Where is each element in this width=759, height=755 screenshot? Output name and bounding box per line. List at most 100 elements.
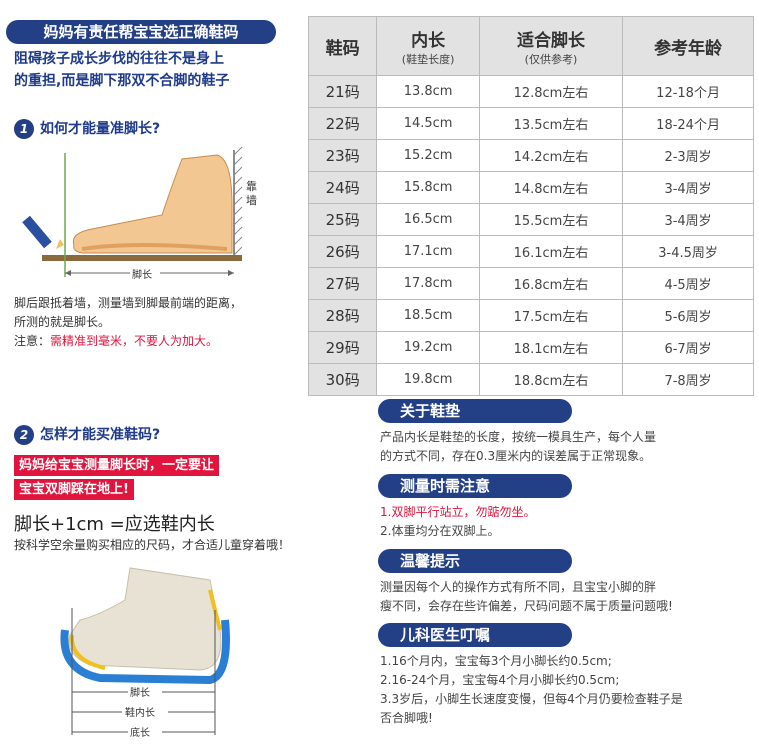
- insole-line-2: 的方式不同，存在0.3厘米内的误差属于正常现象。: [380, 449, 652, 463]
- header-text: (仅供参考): [524, 52, 578, 66]
- table-row: 29码 19.2cm 18.1cm左右 6-7周岁: [307, 331, 754, 364]
- cell-fit-foot: 18.8cm左右: [478, 363, 624, 396]
- red-warning-line-1: 妈妈给宝宝测量脚长时，一定要让: [14, 455, 220, 476]
- desc-line-1: 脚后跟抵着墙，测量墙到脚最前端的距离，: [14, 296, 243, 310]
- cell-size: 24码: [307, 171, 378, 204]
- cell-inner-length: 14.5cm: [376, 107, 480, 140]
- cell-size: 29码: [307, 331, 378, 364]
- wall-label-1: 靠: [246, 180, 257, 193]
- question-1: 1 如何才能量准脚长?: [14, 118, 160, 139]
- tips-line-1: 测量因每个人的操作方式有所不同，且宝宝小脚的胖: [380, 580, 657, 594]
- tips-line-2: 瘦不同，会存在些许偏差，尺码问题不属于质量问题哦!: [380, 599, 673, 613]
- measure-line-1: 1.双脚平行站立，勿踮勿坐。: [380, 505, 536, 519]
- shoe-label-inner: 鞋内长: [125, 708, 155, 719]
- cell-age: 7-8周岁: [622, 363, 754, 396]
- main-banner: 妈妈有责任帮宝宝选正确鞋码: [6, 20, 276, 44]
- size-table: 鞋码 内长 (鞋垫长度) 适合脚长 (仅供参考) 参考年龄 21码 13.8cm 12.…: [307, 16, 754, 396]
- subtitle-line-1: 阻碍孩子成长步伐的往往不是身上: [14, 51, 224, 67]
- header-size: 鞋码: [307, 16, 378, 76]
- header-fit-foot: 适合脚长 (仅供参考): [478, 16, 624, 76]
- cell-size: 25码: [307, 203, 378, 236]
- desc-line-2: 所测的就是脚长。: [14, 315, 111, 329]
- cell-fit-foot: 16.1cm左右: [478, 235, 624, 268]
- cell-fit-foot: 14.2cm左右: [478, 139, 624, 172]
- red-warning: 妈妈给宝宝测量脚长时，一定要让 宝宝双脚踩在地上!: [14, 454, 220, 500]
- cell-inner-length: 19.8cm: [376, 363, 480, 396]
- section-measure-body: 1.双脚平行站立，勿踮勿坐。 2.体重均分在双脚上。: [380, 503, 750, 541]
- note-prefix: 注意：: [14, 334, 51, 348]
- cell-inner-length: 18.5cm: [376, 299, 480, 332]
- note-red: 需精准到毫米，不要人为加大。: [50, 334, 219, 348]
- header-text: 内长: [411, 30, 446, 51]
- cell-fit-foot: 17.5cm左右: [478, 299, 624, 332]
- shoe-illustration: [60, 567, 230, 738]
- cell-fit-foot: 13.5cm左右: [478, 107, 624, 140]
- red-warning-line-2: 宝宝双脚踩在地上!: [14, 479, 134, 500]
- section-tips-title: 温馨提示: [378, 549, 572, 573]
- cell-fit-foot: 14.8cm左右: [478, 171, 624, 204]
- size-table-header: 鞋码 内长 (鞋垫长度) 适合脚长 (仅供参考) 参考年龄: [307, 16, 754, 76]
- formula: 脚长+1cm =应选鞋内长: [14, 514, 215, 535]
- table-row: 21码 13.8cm 12.8cm左右 12-18个月: [307, 75, 754, 108]
- cell-size: 23码: [307, 139, 378, 172]
- question-2-text: 怎样才能买准鞋码?: [40, 427, 161, 443]
- section-measure-title: 测量时需注意: [378, 474, 572, 498]
- cell-age: 18-24个月: [622, 107, 754, 140]
- shoe-label-foot: 脚长: [130, 688, 150, 699]
- question-2: 2 怎样才能买准鞋码?: [14, 424, 160, 445]
- table-row: 22码 14.5cm 13.5cm左右 18-24个月: [307, 107, 754, 140]
- cell-inner-length: 16.5cm: [376, 203, 480, 236]
- cell-inner-length: 15.2cm: [376, 139, 480, 172]
- cell-inner-length: 13.8cm: [376, 75, 480, 108]
- cell-age: 6-7周岁: [622, 331, 754, 364]
- cell-age: 3-4周岁: [622, 203, 754, 236]
- measure-description: 脚后跟抵着墙，测量墙到脚最前端的距离， 所测的就是脚长。 注意：需精准到毫米，不…: [14, 294, 304, 351]
- header-text: (鞋垫长度): [401, 52, 455, 66]
- number-badge-2: 2: [14, 425, 34, 445]
- measure-line-2: 2.体重均分在双脚上。: [380, 524, 500, 538]
- header-inner-length: 内长 (鞋垫长度): [376, 16, 480, 76]
- cell-fit-foot: 12.8cm左右: [478, 75, 624, 108]
- subtitle: 阻碍孩子成长步伐的往往不是身上 的重担,而是脚下那双不合脚的鞋子: [14, 48, 304, 92]
- cell-fit-foot: 18.1cm左右: [478, 331, 624, 364]
- cell-size: 28码: [307, 299, 378, 332]
- shoe-label-sole: 底长: [130, 728, 150, 739]
- doctor-line-2: 2.16-24个月，宝宝每4个月小脚长约0.5cm;: [380, 673, 620, 687]
- formula-sub: 按科学空余量购买相应的尺码，才合适儿童穿着哦！: [14, 538, 291, 552]
- cell-inner-length: 19.2cm: [376, 331, 480, 364]
- header-text: 适合脚长: [516, 30, 585, 51]
- section-doctor-body: 1.16个月内，宝宝每3个月小脚长约0.5cm; 2.16-24个月，宝宝每4个…: [380, 652, 750, 728]
- header-text: 鞋码: [325, 38, 360, 59]
- cell-age: 3-4周岁: [622, 171, 754, 204]
- cell-age: 4-5周岁: [622, 267, 754, 300]
- table-row: 30码 19.8cm 18.8cm左右 7-8周岁: [307, 363, 754, 396]
- table-row: 25码 16.5cm 15.5cm左右 3-4周岁: [307, 203, 754, 236]
- subtitle-line-2: 的重担,而是脚下那双不合脚的鞋子: [14, 73, 230, 89]
- section-doctor-title: 儿科医生叮嘱: [378, 623, 572, 647]
- table-row: 28码 18.5cm 17.5cm左右 5-6周岁: [307, 299, 754, 332]
- cell-fit-foot: 15.5cm左右: [478, 203, 624, 236]
- table-row: 27码 17.8cm 16.8cm左右 4-5周岁: [307, 267, 754, 300]
- section-insole-body: 产品内长是鞋垫的长度，按统一模具生产，每个人量 的方式不同，存在0.3厘米内的误…: [380, 428, 750, 466]
- wall-label-2: 墙: [246, 194, 257, 207]
- cell-size: 22码: [307, 107, 378, 140]
- cell-size: 26码: [307, 235, 378, 268]
- doctor-line-4: 否合脚哦!: [380, 711, 433, 725]
- cell-size: 30码: [307, 363, 378, 396]
- foot-measure-illustration: [22, 146, 243, 280]
- wall-label: 靠 墙: [246, 180, 257, 208]
- header-text: 参考年龄: [654, 38, 723, 59]
- doctor-line-3: 3.3岁后，小脚生长速度变慢，但每4个月仍要检查鞋子是: [380, 692, 683, 706]
- table-row: 23码 15.2cm 14.2cm左右 2-3周岁: [307, 139, 754, 172]
- insole-line-1: 产品内长是鞋垫的长度，按统一模具生产，每个人量: [380, 430, 657, 444]
- number-badge-1: 1: [14, 119, 34, 139]
- cell-inner-length: 17.8cm: [376, 267, 480, 300]
- table-row: 24码 15.8cm 14.8cm左右 3-4周岁: [307, 171, 754, 204]
- question-1-text: 如何才能量准脚长?: [40, 121, 161, 137]
- cell-age: 12-18个月: [622, 75, 754, 108]
- cell-age: 3-4.5周岁: [622, 235, 754, 268]
- section-insole-title: 关于鞋垫: [378, 399, 572, 423]
- cell-inner-length: 15.8cm: [376, 171, 480, 204]
- cell-age: 2-3周岁: [622, 139, 754, 172]
- header-age: 参考年龄: [622, 16, 754, 76]
